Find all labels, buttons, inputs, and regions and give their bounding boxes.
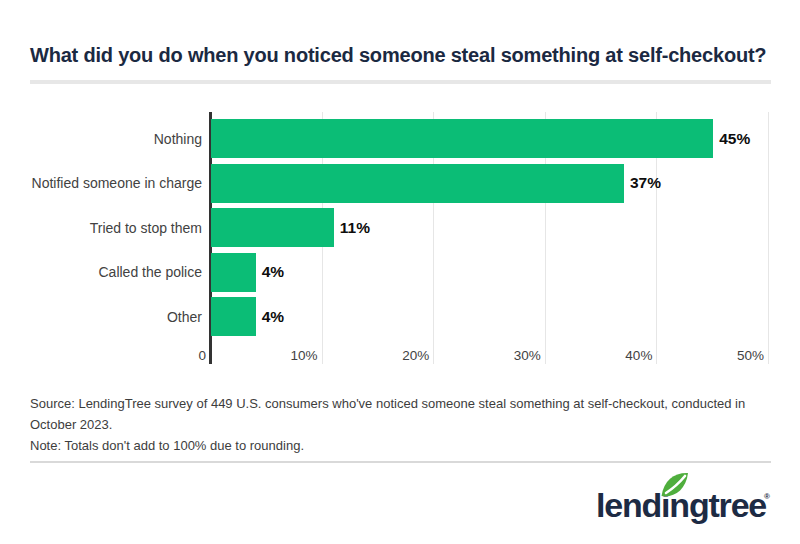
category-label: Notified someone in charge [30, 164, 202, 203]
category-label: Called the police [30, 253, 202, 292]
horizontal-bar-chart: 0 10% 20% 30% 40% 50% Nothing 45% Notified someo… [30, 112, 771, 364]
leaf-icon [660, 472, 690, 498]
x-tick-label-50: 50% [737, 346, 764, 364]
bar [211, 119, 713, 158]
x-tick-label-20: 20% [402, 346, 429, 364]
gridline-50 [768, 112, 769, 364]
value-label: 4% [262, 253, 284, 292]
bar [211, 208, 334, 247]
x-tick-label-30: 30% [514, 346, 541, 364]
chart-title: What did you do when you noticed someone… [30, 44, 775, 67]
value-label: 4% [262, 297, 284, 336]
x-tick-label-0: 0 [198, 346, 206, 364]
footnotes: Source: LendingTree survey of 449 U.S. c… [30, 393, 775, 456]
category-label: Nothing [30, 119, 202, 158]
bar [211, 164, 624, 203]
x-tick-label-10: 10% [291, 346, 318, 364]
rounding-note: Note: Totals don't add to 100% due to ro… [30, 435, 775, 456]
category-label: Tried to stop them [30, 208, 202, 247]
value-label: 45% [719, 119, 750, 158]
registered-trademark: ® [764, 492, 770, 501]
source-note: Source: LendingTree survey of 449 U.S. c… [30, 393, 775, 435]
footer-divider [30, 461, 771, 463]
title-divider [30, 80, 771, 84]
category-label: Other [30, 297, 202, 336]
value-label: 37% [630, 164, 661, 203]
x-tick-label-40: 40% [625, 346, 652, 364]
infographic-page: What did you do when you noticed someone… [0, 0, 800, 544]
bar [211, 297, 256, 336]
value-label: 11% [340, 208, 370, 247]
lendingtree-logo: lendingtree ® [596, 474, 776, 536]
bar [211, 253, 256, 292]
